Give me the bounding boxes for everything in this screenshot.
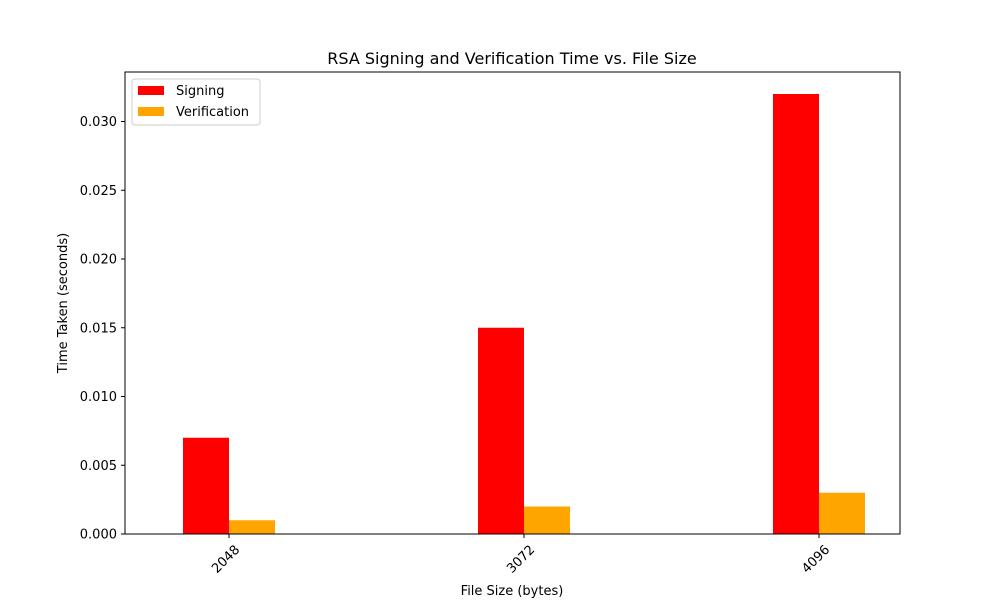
x-tick-label: 4096 xyxy=(799,543,833,577)
y-tick-label: 0.015 xyxy=(80,321,117,336)
y-tick-label: 0.005 xyxy=(80,459,117,474)
bar-verification-2048 xyxy=(229,520,275,534)
bar-signing-3072 xyxy=(478,327,524,534)
y-tick-label: 0.010 xyxy=(80,390,117,405)
bars-group xyxy=(183,94,865,534)
x-axis-label: File Size (bytes) xyxy=(461,584,564,599)
y-tick-label: 0.020 xyxy=(80,253,117,268)
bar-signing-2048 xyxy=(183,437,229,534)
legend-label-signing: Signing xyxy=(176,84,224,99)
x-tick-label: 2048 xyxy=(209,543,243,577)
chart-title: RSA Signing and Verification Time vs. Fi… xyxy=(327,49,696,68)
y-tick-label: 0.030 xyxy=(80,115,117,130)
bar-verification-3072 xyxy=(524,506,570,534)
legend-swatch-verification xyxy=(138,107,164,116)
legend: Signing Verification xyxy=(131,78,261,126)
x-tick-label: 3072 xyxy=(504,543,538,577)
legend-swatch-signing xyxy=(138,86,164,95)
y-tick-label: 0.000 xyxy=(80,528,117,543)
plot-area-frame xyxy=(124,71,901,535)
bar-signing-4096 xyxy=(773,94,819,534)
y-axis-label: Time Taken (seconds) xyxy=(56,233,71,374)
legend-label-verification: Verification xyxy=(176,105,249,120)
bar-verification-4096 xyxy=(819,492,865,534)
y-axis-ticks: 0.000 0.005 0.010 0.015 0.020 0.025 0.030 xyxy=(80,115,125,543)
x-axis-ticks: 2048 3072 4096 xyxy=(209,534,833,577)
y-tick-label: 0.025 xyxy=(80,184,117,199)
